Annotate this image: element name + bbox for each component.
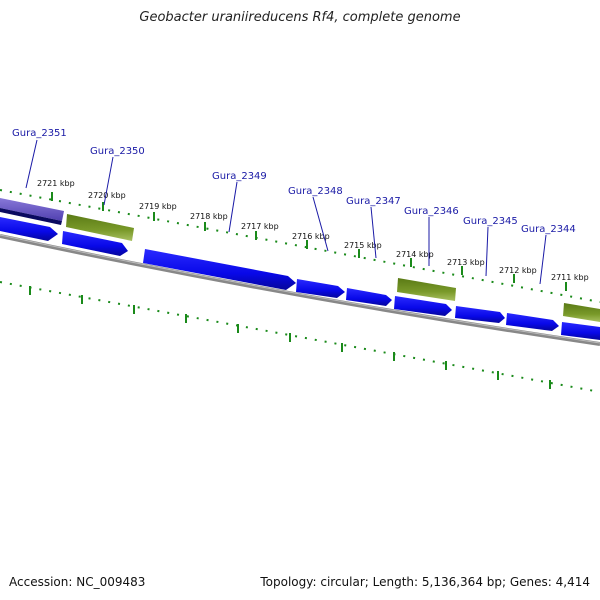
tick-label: 2721 kbp xyxy=(37,179,75,188)
gene-label[interactable]: Gura_2345 xyxy=(463,216,518,227)
leader-line xyxy=(312,196,329,252)
gene-label[interactable]: Gura_2347 xyxy=(346,196,401,207)
accession-text: Accession: NC_009483 xyxy=(9,575,146,589)
tick-label: 2713 kbp xyxy=(447,258,485,267)
tick-label: 2720 kbp xyxy=(88,191,126,200)
tick-label: 2717 kbp xyxy=(241,222,279,231)
outer-dotted-ring xyxy=(0,189,600,303)
gene-feature-gura-2346[interactable] xyxy=(397,278,456,301)
tick-label: 2718 kbp xyxy=(190,212,228,221)
gene-label[interactable]: Gura_2351 xyxy=(12,128,67,139)
gene-label[interactable]: Gura_2349 xyxy=(212,171,267,182)
tick-label: 2719 kbp xyxy=(139,202,177,211)
gene-feature-gura-2351-strand[interactable] xyxy=(0,208,62,225)
gene-feature-gura-2351[interactable] xyxy=(0,198,64,221)
gene-feature-gura-2344[interactable] xyxy=(506,313,559,331)
gene-feature-gura-2348[interactable] xyxy=(296,279,345,298)
gene-feature-gura-2347[interactable] xyxy=(346,288,392,306)
gene-label[interactable]: Gura_2346 xyxy=(404,206,459,217)
leader-line xyxy=(485,226,489,277)
gene-feature-right-edge-green[interactable] xyxy=(563,303,600,322)
tick-label: 2711 kbp xyxy=(551,273,589,282)
tick-label: 2714 kbp xyxy=(396,250,434,259)
gene-labels: Gura_2351 Gura_2350 Gura_2349 Gura_2348 … xyxy=(12,128,576,235)
genome-summary-text: Topology: circular; Length: 5,136,364 bp… xyxy=(260,575,590,589)
tick-marks xyxy=(29,192,567,389)
gene-feature-blue-arrow-2[interactable] xyxy=(394,296,452,316)
tick-labels: 2721 kbp 2720 kbp 2719 kbp 2718 kbp 2717… xyxy=(37,179,589,282)
gene-label[interactable]: Gura_2350 xyxy=(90,146,145,157)
leader-line xyxy=(25,139,38,189)
map-title: Geobacter uraniireducens Rf4, complete g… xyxy=(139,10,461,25)
gene-feature-gura-2350[interactable] xyxy=(66,214,134,241)
gene-feature-blue-arrow[interactable] xyxy=(62,231,128,256)
gene-label-leaders xyxy=(25,139,547,285)
genome-backbone-highlight xyxy=(0,234,600,344)
gene-features xyxy=(0,198,600,340)
gene-feature-right-edge[interactable] xyxy=(561,322,600,340)
gene-label[interactable]: Gura_2344 xyxy=(521,224,576,235)
leader-line xyxy=(103,156,114,206)
tick-label: 2715 kbp xyxy=(344,241,382,250)
leader-line xyxy=(228,181,238,233)
tick-label: 2716 kbp xyxy=(292,232,330,241)
gene-label[interactable]: Gura_2348 xyxy=(288,186,343,197)
leader-line xyxy=(539,234,547,285)
leader-line xyxy=(370,206,377,259)
gene-feature-left-arrow[interactable] xyxy=(0,217,58,241)
gene-feature-gura-2345[interactable] xyxy=(455,306,505,323)
gene-feature-gura-2349[interactable] xyxy=(143,249,296,290)
genome-backbone xyxy=(0,234,600,346)
tick-label: 2712 kbp xyxy=(499,266,537,275)
inner-dotted-ring xyxy=(0,281,600,393)
